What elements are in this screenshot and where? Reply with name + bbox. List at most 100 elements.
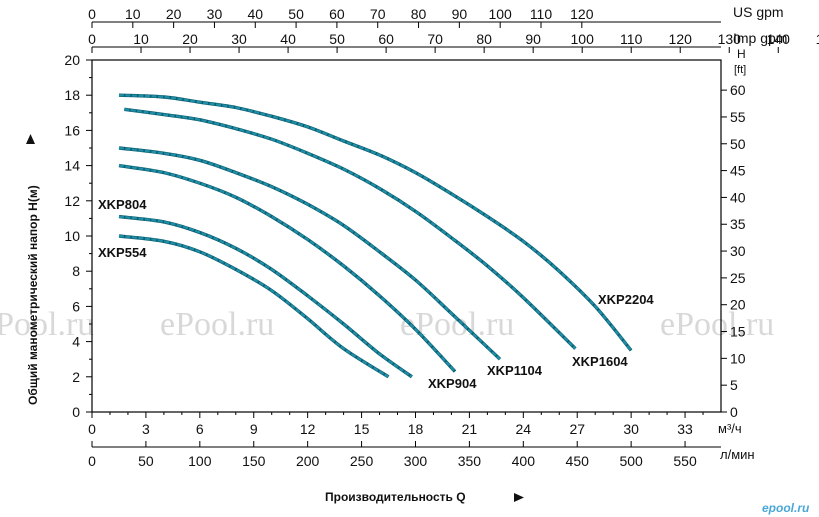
series-label-xkp804: XKP804	[98, 197, 147, 212]
y-tick-label: 20	[64, 52, 80, 68]
ft-tick-label: 45	[730, 163, 746, 179]
ft-tick-label: 20	[730, 297, 746, 313]
curve-xkp904	[118, 164, 456, 373]
unit-lpm: л/мин	[720, 447, 755, 462]
x-tick-label: 30	[623, 421, 639, 437]
y-tick-label: 4	[72, 334, 80, 350]
lpm-tick-label: 450	[566, 453, 590, 469]
y-tick-label: 14	[64, 158, 80, 174]
us-gpm-tick-label: 20	[166, 6, 182, 22]
ft-tick-label: 50	[730, 136, 746, 152]
imp-gpm-tick-label: 50	[329, 31, 345, 47]
curve-xkp1604	[124, 108, 577, 350]
x-tick-label: 3	[142, 421, 150, 437]
ft-tick-label: 25	[730, 270, 746, 286]
ft-tick-label: 15	[730, 324, 746, 340]
ticks-layer: 0246810121416182005101520253035404550556…	[64, 6, 819, 469]
imp-gpm-tick-label: 10	[133, 31, 149, 47]
x-tick-label: 0	[88, 421, 96, 437]
imp-gpm-tick-label: 100	[571, 31, 595, 47]
us-gpm-tick-label: 110	[530, 6, 553, 22]
x-axis-title: Производительность Q	[325, 490, 466, 504]
logo: epool.ru	[762, 501, 810, 515]
ft-tick-label: 30	[730, 243, 746, 259]
us-gpm-tick-label: 100	[488, 6, 512, 22]
lpm-tick-label: 350	[458, 453, 482, 469]
us-gpm-tick-label: 60	[329, 6, 345, 22]
imp-gpm-tick-label: 40	[280, 31, 296, 47]
series-label-xkp554: XKP554	[98, 245, 147, 260]
y-tick-label: 18	[64, 87, 80, 103]
curve-xkp2204	[118, 94, 632, 352]
unit-ft-h: H	[737, 47, 746, 61]
lpm-tick-label: 550	[673, 453, 697, 469]
x-tick-label: 15	[354, 421, 370, 437]
series-label-xkp904: XKP904	[428, 376, 477, 391]
y-tick-label: 2	[72, 369, 80, 385]
imp-gpm-tick-label: 120	[669, 31, 693, 47]
imp-gpm-tick-label: 30	[231, 31, 247, 47]
us-gpm-tick-label: 40	[247, 6, 263, 22]
curve-xkp554	[118, 234, 390, 378]
lpm-tick-label: 200	[296, 453, 320, 469]
ft-tick-label: 10	[730, 350, 746, 366]
lpm-tick-label: 400	[512, 453, 536, 469]
unit-m3h: м³/ч	[718, 421, 742, 436]
x-tick-label: 27	[569, 421, 585, 437]
y-tick-label: 0	[72, 404, 80, 420]
curves-layer: XKP554 XKP804 XKP904 XKP1104 XKP1604 XKP2204	[98, 93, 654, 391]
y-axis-title: Общий манометрический напор H(м)	[26, 185, 40, 405]
watermark-4: ePool.ru	[660, 306, 774, 343]
imp-gpm-tick-label: 140	[767, 31, 791, 47]
watermark-2: ePool.ru	[160, 306, 274, 343]
unit-us-gpm: US gpm	[733, 4, 784, 20]
y-tick-label: 12	[64, 193, 80, 209]
curve-xkp1104	[118, 146, 501, 361]
us-gpm-tick-label: 50	[288, 6, 304, 22]
imp-gpm-tick-label: 130	[718, 31, 742, 47]
ft-tick-label: 5	[730, 377, 738, 393]
series-label-xkp2204: XKP2204	[598, 292, 654, 307]
x-tick-label: 9	[250, 421, 258, 437]
imp-gpm-tick-label: 110	[620, 31, 643, 47]
watermark-3: ePool.ru	[400, 306, 514, 343]
imp-gpm-tick-label: 60	[378, 31, 394, 47]
watermark-group: ePool.ru ePool.ru ePool.ru ePool.ru	[0, 306, 774, 343]
us-gpm-tick-label: 10	[125, 6, 141, 22]
us-gpm-tick-label: 80	[411, 6, 427, 22]
y-tick-label: 16	[64, 122, 80, 138]
us-gpm-tick-label: 0	[88, 6, 96, 22]
us-gpm-tick-label: 70	[370, 6, 386, 22]
x-tick-label: 21	[462, 421, 478, 437]
unit-imp-gpm: Imp gpm	[733, 30, 787, 46]
series-label-xkp1604: XKP1604	[572, 354, 628, 369]
ft-tick-label: 60	[730, 82, 746, 98]
imp-gpm-tick-label: 20	[182, 31, 198, 47]
us-gpm-tick-label: 90	[452, 6, 468, 22]
lpm-tick-label: 100	[188, 453, 212, 469]
imp-gpm-tick-label: 80	[476, 31, 492, 47]
x-tick-label: 12	[300, 421, 316, 437]
imp-gpm-tick-label: 70	[427, 31, 443, 47]
series-label-xkp1104: XKP1104	[487, 363, 543, 378]
lpm-tick-label: 50	[138, 453, 154, 469]
y-tick-label: 10	[64, 228, 80, 244]
x-tick-label: 18	[408, 421, 424, 437]
lpm-tick-label: 500	[619, 453, 643, 469]
ft-tick-label: 0	[730, 404, 738, 420]
x-axis-arrow-icon	[514, 493, 524, 502]
y-axis-arrow-icon	[26, 134, 35, 144]
ft-tick-label: 35	[730, 216, 746, 232]
us-gpm-tick-label: 120	[570, 6, 594, 22]
ft-tick-label: 40	[730, 189, 746, 205]
y-tick-label: 8	[72, 263, 80, 279]
lpm-tick-label: 150	[242, 453, 266, 469]
x-tick-label: 24	[516, 421, 532, 437]
imp-gpm-tick-label: 150	[816, 31, 819, 47]
x-tick-label: 33	[677, 421, 693, 437]
unit-ft: [ft]	[734, 64, 746, 76]
y-tick-label: 6	[72, 298, 80, 314]
curve-xkp804	[118, 215, 413, 378]
lpm-tick-label: 250	[350, 453, 374, 469]
